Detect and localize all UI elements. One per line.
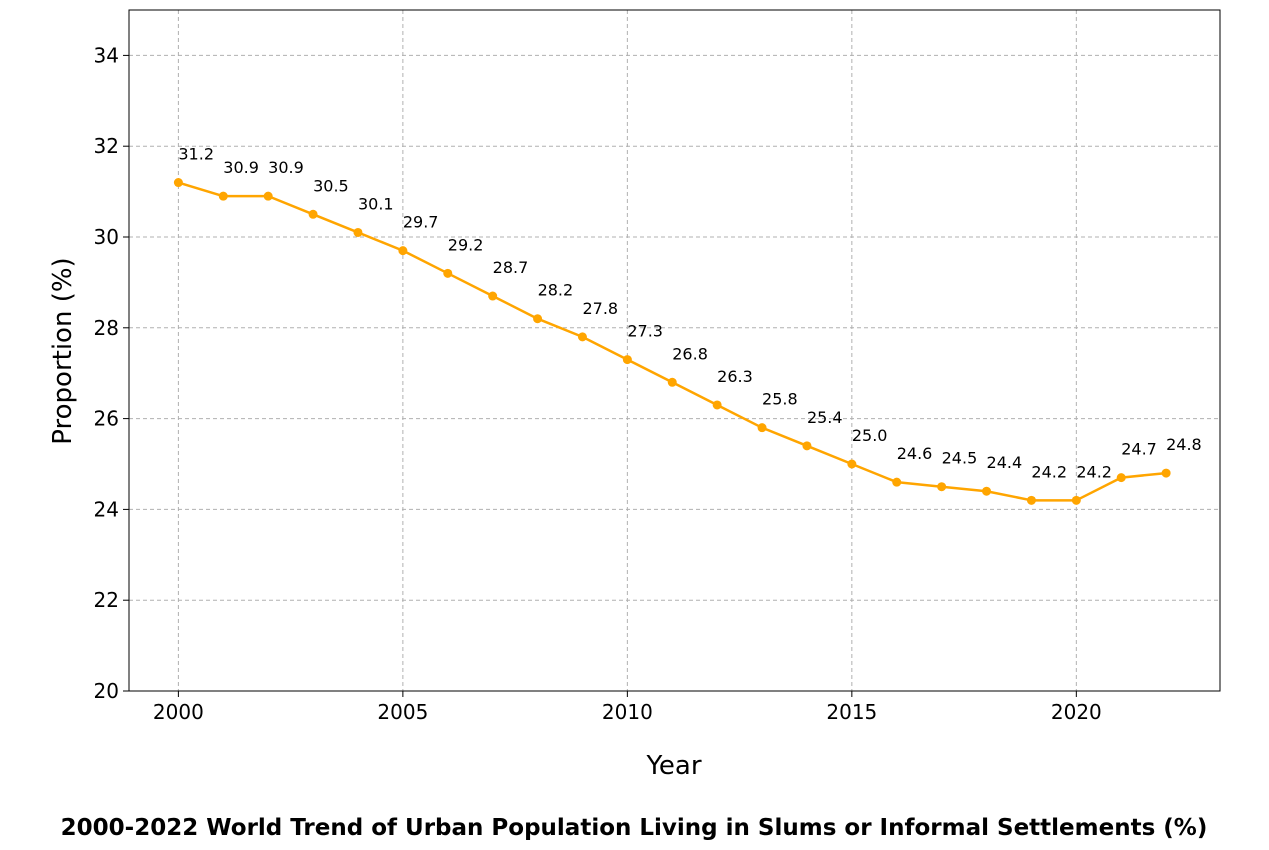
data-label: 26.8 bbox=[672, 344, 708, 363]
data-point bbox=[622, 355, 632, 365]
grid bbox=[129, 10, 1220, 692]
y-tick-label: 32 bbox=[94, 134, 119, 158]
data-labels: 31.2 30.9 30.9 30.5 30.1 29.7 29.2 28.7 28.2 27.8… bbox=[178, 145, 1201, 482]
y-tick-label: 26 bbox=[94, 407, 119, 431]
data-label: 24.4 bbox=[987, 453, 1023, 472]
data-label: 27.8 bbox=[582, 299, 618, 318]
data-label: 30.9 bbox=[223, 158, 259, 177]
plot-area-frame bbox=[128, 9, 1221, 692]
y-axis-title: Proportion (%) bbox=[48, 257, 78, 444]
data-point bbox=[353, 227, 363, 237]
data-point bbox=[218, 191, 228, 201]
data-label: 24.7 bbox=[1121, 440, 1157, 459]
data-label: 24.8 bbox=[1166, 435, 1202, 454]
series-layer bbox=[173, 178, 1171, 505]
data-point bbox=[892, 477, 902, 487]
axis-ticks: 20 22 24 26 28 30 32 34 2000 2005 2010 2015 2020 bbox=[94, 43, 1102, 724]
y-tick-label: 20 bbox=[94, 679, 119, 703]
x-tick-label: 2010 bbox=[602, 700, 653, 724]
data-label: 27.3 bbox=[627, 322, 663, 341]
data-point bbox=[1116, 473, 1126, 483]
data-point bbox=[712, 400, 722, 410]
y-tick-label: 24 bbox=[94, 497, 119, 521]
data-point bbox=[847, 459, 857, 469]
data-point bbox=[802, 441, 812, 451]
data-label: 30.5 bbox=[313, 176, 349, 195]
data-point bbox=[757, 423, 767, 433]
data-point bbox=[937, 482, 947, 492]
data-label: 29.7 bbox=[403, 213, 439, 232]
data-label: 24.2 bbox=[1076, 462, 1112, 481]
data-point bbox=[488, 291, 498, 301]
y-tick-label: 28 bbox=[94, 316, 119, 340]
x-tick-label: 2020 bbox=[1051, 700, 1102, 724]
x-tick-label: 2015 bbox=[826, 700, 877, 724]
chart-title: 2000-2022 World Trend of Urban Populatio… bbox=[61, 815, 1208, 841]
data-label: 24.5 bbox=[942, 449, 978, 468]
data-label: 25.0 bbox=[852, 426, 888, 445]
data-point bbox=[667, 377, 677, 387]
data-point bbox=[263, 191, 273, 201]
data-label: 31.2 bbox=[178, 145, 214, 164]
data-point bbox=[398, 246, 408, 256]
data-point bbox=[1071, 495, 1081, 505]
data-point bbox=[308, 209, 318, 219]
data-point bbox=[982, 486, 992, 496]
data-label: 25.8 bbox=[762, 390, 798, 409]
x-tick-label: 2005 bbox=[377, 700, 428, 724]
y-tick-label: 22 bbox=[94, 588, 119, 612]
y-tick-label: 34 bbox=[94, 43, 119, 67]
y-tick-label: 30 bbox=[94, 225, 119, 249]
data-point bbox=[533, 314, 543, 324]
data-label: 28.2 bbox=[538, 281, 574, 300]
data-point bbox=[443, 268, 453, 278]
data-label: 28.7 bbox=[493, 258, 529, 277]
data-point bbox=[1161, 468, 1171, 478]
data-point bbox=[173, 178, 183, 188]
data-point bbox=[577, 332, 587, 342]
data-point bbox=[1026, 495, 1036, 505]
x-tick-label: 2000 bbox=[153, 700, 204, 724]
data-label: 25.4 bbox=[807, 408, 843, 427]
data-label: 30.9 bbox=[268, 158, 304, 177]
x-axis-title: Year bbox=[645, 751, 701, 781]
data-label: 24.6 bbox=[897, 444, 933, 463]
data-label: 24.2 bbox=[1031, 462, 1067, 481]
data-label: 26.3 bbox=[717, 367, 753, 386]
data-label: 29.2 bbox=[448, 235, 484, 254]
data-label: 30.1 bbox=[358, 194, 394, 213]
